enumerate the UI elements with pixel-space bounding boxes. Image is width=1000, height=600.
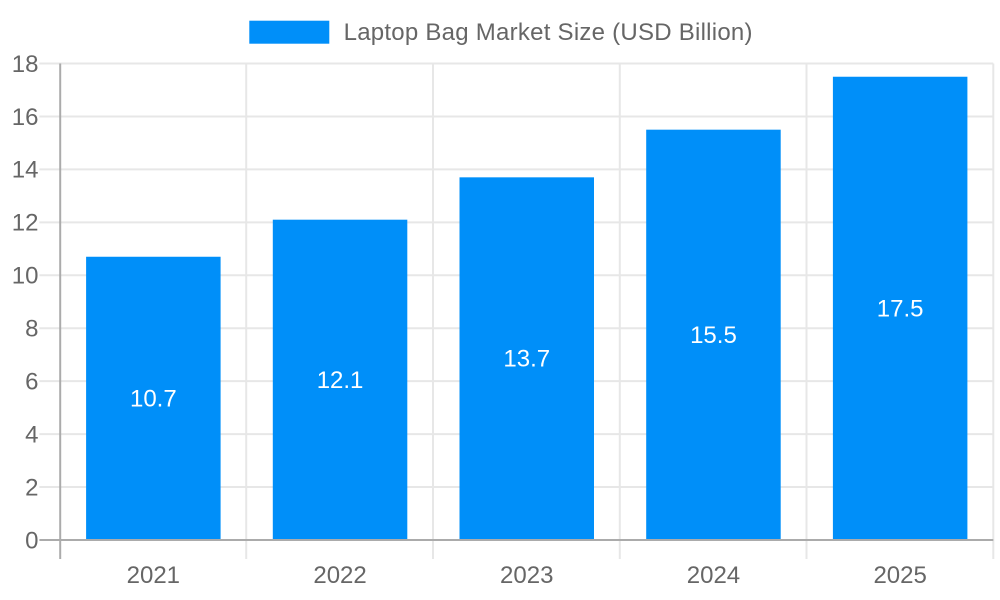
svg-text:2025: 2025 <box>873 562 926 589</box>
svg-text:4: 4 <box>25 421 38 448</box>
svg-text:0: 0 <box>25 527 38 554</box>
svg-text:8: 8 <box>25 316 38 343</box>
svg-text:14: 14 <box>12 157 39 184</box>
svg-text:10.7: 10.7 <box>130 385 177 412</box>
svg-text:2023: 2023 <box>500 562 553 589</box>
svg-text:2: 2 <box>25 474 38 501</box>
svg-text:12: 12 <box>12 210 39 237</box>
svg-text:15.5: 15.5 <box>690 322 737 349</box>
svg-text:2021: 2021 <box>127 562 180 589</box>
svg-text:16: 16 <box>12 104 39 131</box>
svg-text:6: 6 <box>25 368 38 395</box>
svg-text:Laptop Bag Market Size (USD Bi: Laptop Bag Market Size (USD Billion) <box>344 19 753 46</box>
svg-text:2022: 2022 <box>313 562 366 589</box>
svg-text:13.7: 13.7 <box>503 346 550 373</box>
svg-text:10: 10 <box>12 263 39 290</box>
svg-text:12.1: 12.1 <box>317 367 364 394</box>
svg-text:17.5: 17.5 <box>877 295 924 322</box>
svg-text:18: 18 <box>12 51 39 78</box>
svg-text:2024: 2024 <box>687 562 740 589</box>
